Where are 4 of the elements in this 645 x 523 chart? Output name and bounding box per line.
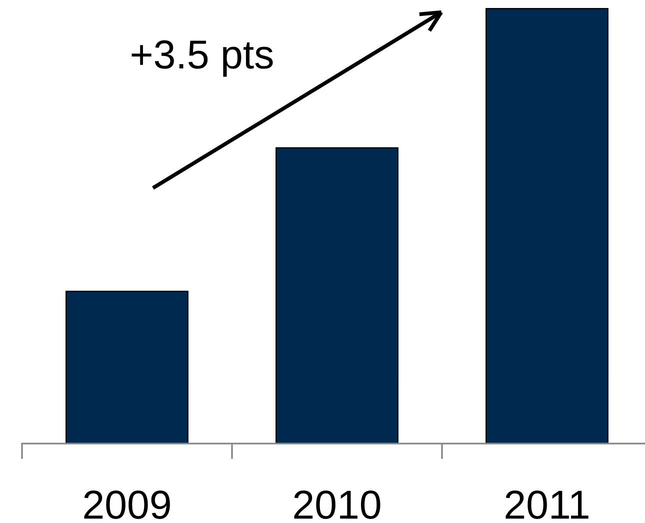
annotation: +3.5 pts — [132, 40, 273, 77]
x-tick-label: 2011 — [506, 490, 588, 520]
x-tick-label: 2010 — [294, 490, 380, 520]
x-tick-label: 2009 — [84, 490, 170, 520]
